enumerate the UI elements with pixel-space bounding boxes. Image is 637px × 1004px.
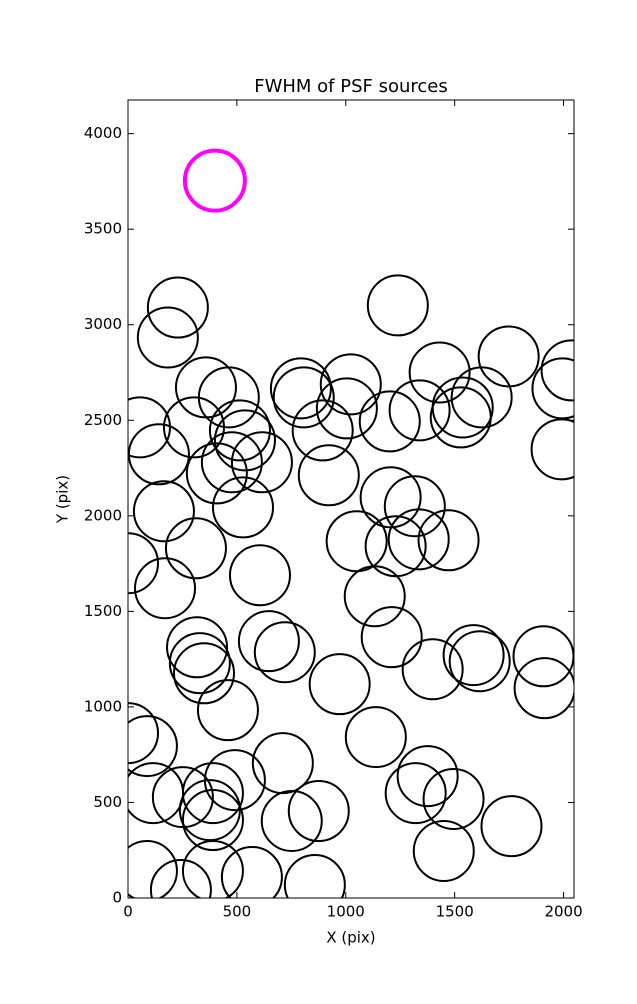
source-circle <box>164 517 227 580</box>
source-circle <box>203 749 266 812</box>
source-circle <box>442 624 505 687</box>
source-circle <box>448 630 511 693</box>
source-circle <box>253 621 316 684</box>
source-circle <box>220 845 283 898</box>
source-circle <box>477 325 540 388</box>
x-tick-label: 500 <box>223 903 252 921</box>
source-circle <box>388 379 451 442</box>
source-circle <box>344 706 407 769</box>
source-circle <box>387 508 450 571</box>
source-circle <box>185 442 248 505</box>
source-circle <box>200 431 263 494</box>
source-circle <box>412 819 475 882</box>
source-circle <box>132 480 195 543</box>
source-circle <box>287 780 350 843</box>
source-circle <box>272 366 335 429</box>
source-circle <box>291 399 354 462</box>
source-circle <box>136 306 199 369</box>
y-tick-label: 2000 <box>84 506 122 524</box>
source-circle <box>162 396 225 459</box>
source-circle <box>319 353 382 416</box>
source-circle <box>166 616 229 679</box>
chart-title: FWHM of PSF sources <box>254 76 448 97</box>
source-circle <box>283 854 346 898</box>
source-circle <box>260 789 323 852</box>
source-circle <box>360 606 423 669</box>
plot-frame <box>127 99 575 899</box>
source-circle <box>366 274 429 337</box>
source-circle <box>181 762 244 825</box>
source-circle <box>308 653 371 716</box>
source-circle <box>384 762 447 825</box>
source-circle <box>213 409 276 472</box>
source-circle <box>168 632 231 695</box>
source-circle <box>315 377 378 440</box>
source-circle <box>237 610 300 673</box>
source-circle <box>128 532 159 595</box>
source-circle <box>230 431 293 494</box>
source-circle <box>383 475 446 538</box>
source-circle <box>208 399 271 462</box>
x-tick-label: 1000 <box>327 903 365 921</box>
source-circle <box>128 840 178 898</box>
source-circle <box>181 789 244 852</box>
source-circle <box>396 745 459 808</box>
source-circle <box>128 715 178 778</box>
y-tick-label: 4000 <box>84 124 122 142</box>
source-circle <box>228 544 291 607</box>
source-circle <box>480 795 543 858</box>
y-tick-label: 3500 <box>84 220 122 238</box>
source-circle <box>146 276 209 339</box>
y-tick-label: 2500 <box>84 411 122 429</box>
x-tick-label: 2000 <box>544 903 582 921</box>
source-circle <box>128 702 159 765</box>
source-circle <box>358 390 421 453</box>
source-circle <box>540 339 574 402</box>
source-circle <box>182 148 247 213</box>
y-tick-label: 500 <box>93 793 122 811</box>
source-circle <box>343 565 406 628</box>
x-tick-label: 1500 <box>436 903 474 921</box>
x-tick-label: 0 <box>123 903 133 921</box>
source-circle <box>513 657 574 720</box>
source-circle <box>408 341 471 404</box>
x-axis-label: X (pix) <box>326 929 375 947</box>
source-circle <box>149 858 212 898</box>
y-tick-label: 0 <box>112 889 122 907</box>
source-circle <box>181 840 244 898</box>
source-circle <box>269 357 332 420</box>
source-circle <box>431 376 494 439</box>
source-circle <box>417 509 480 572</box>
y-tick-label: 1000 <box>84 697 122 715</box>
source-circle <box>134 557 197 620</box>
source-circle <box>364 515 427 578</box>
source-circle <box>173 642 236 705</box>
y-axis-label: Y (pix) <box>54 475 72 524</box>
source-circle <box>401 638 464 701</box>
source-circle <box>530 418 574 481</box>
source-circle <box>422 768 485 831</box>
source-circle <box>196 679 259 742</box>
y-tick-label: 1500 <box>84 602 122 620</box>
y-tick-label: 3000 <box>84 315 122 333</box>
source-circle <box>297 444 360 507</box>
source-circle <box>211 476 274 539</box>
source-circle <box>128 423 190 486</box>
plot-area <box>128 148 574 898</box>
